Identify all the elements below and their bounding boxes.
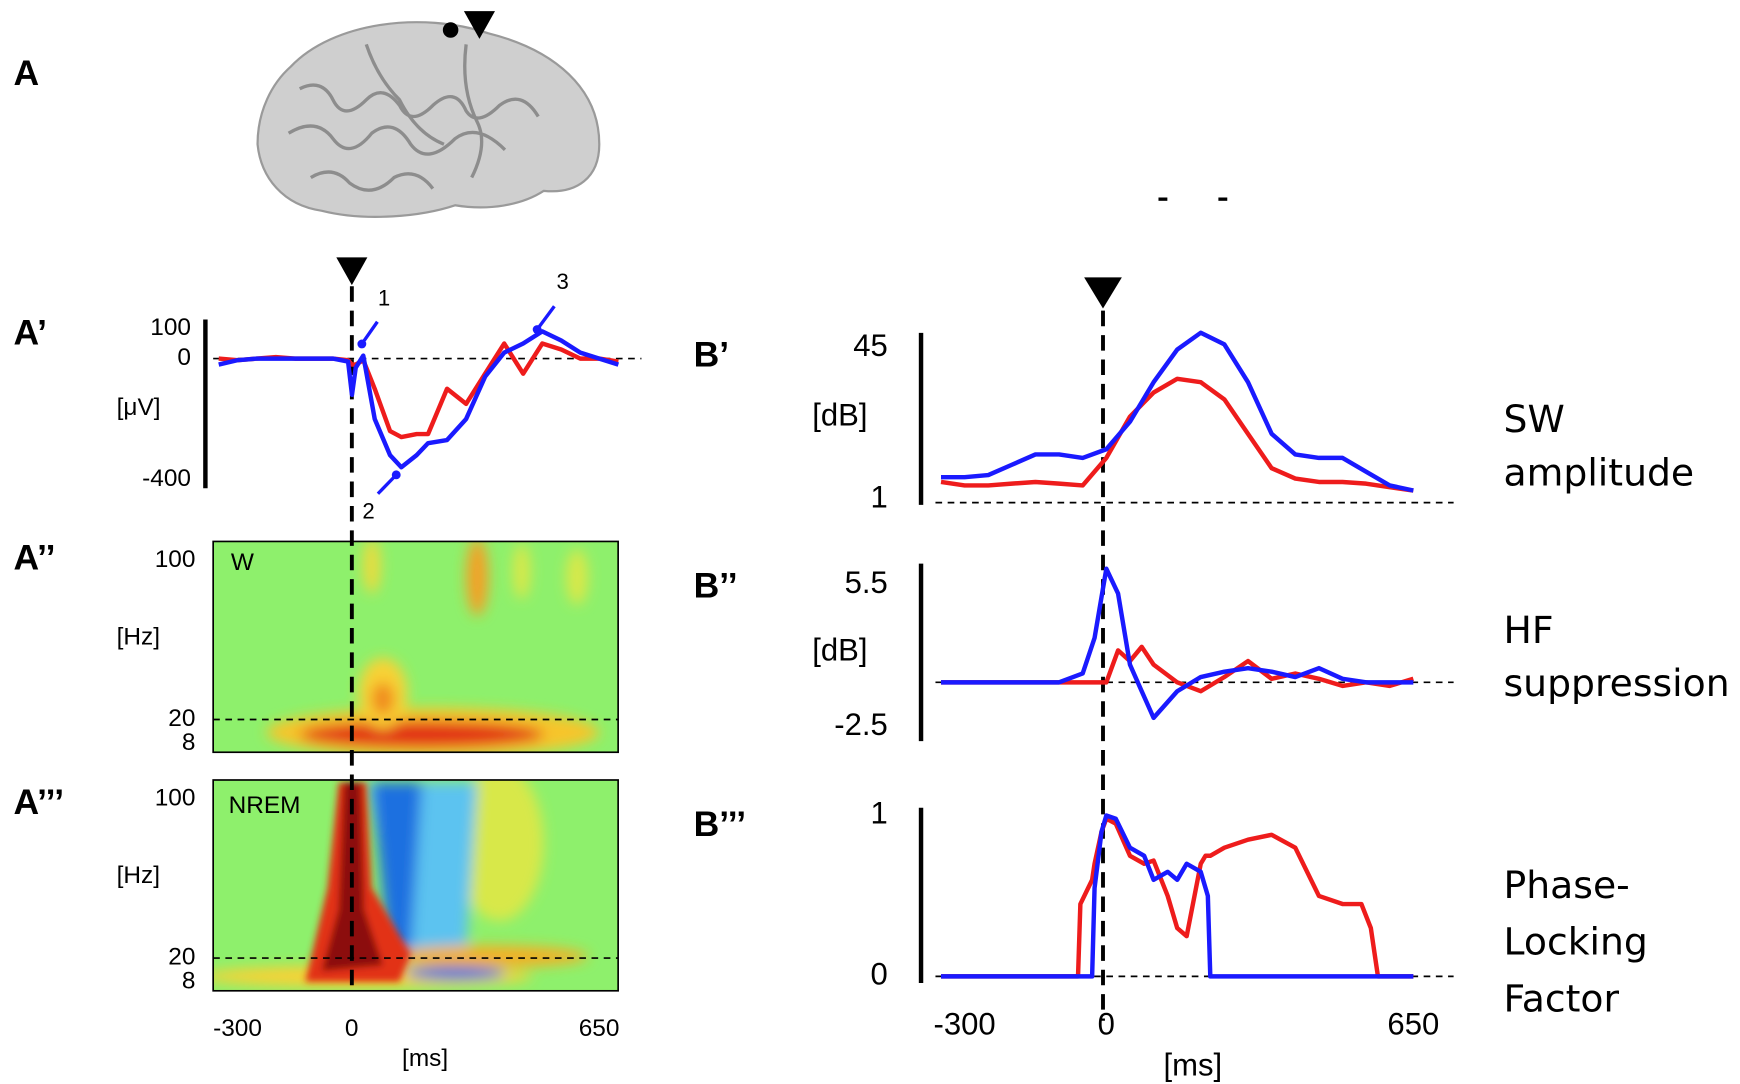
x-axis-label: [ms] [402, 1045, 448, 1072]
y-tick-label: 1 [870, 479, 887, 514]
series-line [941, 816, 1414, 979]
series-line [940, 376, 1414, 493]
series-line [941, 330, 1414, 493]
y-tick-label: 0 [870, 957, 887, 992]
panel-label: A’’’ [13, 782, 64, 822]
y-tick-label: 1 [870, 796, 887, 831]
annotation-arrow [535, 305, 556, 331]
panel-label: B’’’ [694, 804, 747, 844]
side-label: Factor [1504, 976, 1620, 1020]
side-label: amplitude [1504, 450, 1695, 494]
x-tick-label: 0 [345, 1015, 359, 1042]
annotation-arrowhead [357, 339, 367, 349]
x-axis-label: [ms] [1164, 1048, 1223, 1083]
heatmap-frame [212, 540, 619, 754]
panel-label: A’ [13, 312, 47, 352]
y-axis-label: [μV] [117, 394, 161, 421]
x-tick-label: 650 [1387, 1007, 1439, 1042]
annotation: 1 [378, 285, 390, 310]
panel-label: B’ [694, 335, 730, 375]
y-tick-label: 20 [168, 943, 195, 970]
annotation-arrowhead [391, 470, 401, 480]
x-tick-label: -300 [934, 1007, 996, 1042]
annotation: 3 [556, 269, 568, 294]
annotation: 2 [362, 498, 374, 523]
y-axis-label: [Hz] [117, 862, 160, 889]
y-tick-label: 0 [177, 344, 191, 371]
heatmap-label: NREM [229, 792, 301, 819]
annotation-arrow [360, 320, 379, 345]
y-tick-label: 100 [155, 784, 196, 811]
stimulus-marker [336, 257, 368, 286]
side-label: HF [1504, 608, 1554, 652]
panel-label: A’’ [13, 538, 55, 578]
y-tick-label: 20 [168, 705, 195, 732]
y-tick-label: 45 [853, 328, 888, 363]
heatmap-label: W [231, 549, 254, 576]
x-tick-label: 650 [579, 1015, 620, 1042]
panel-label: A [13, 53, 39, 93]
x-tick-label: 0 [1098, 1007, 1115, 1042]
y-axis-label: [dB] [812, 397, 867, 432]
panel-label: B’’ [694, 565, 738, 605]
y-tick-label: 100 [155, 546, 196, 573]
series-line [941, 566, 1414, 721]
y-tick-label: 100 [150, 314, 191, 341]
series-line [218, 329, 620, 470]
x-tick-label: -300 [213, 1015, 262, 1042]
heatmap-frame [212, 779, 619, 992]
y-axis-label: [Hz] [117, 623, 160, 650]
brain-image [256, 11, 1228, 218]
y-tick-label: 8 [182, 967, 196, 994]
annotation-arrowhead [532, 325, 542, 334]
y-tick-label: 8 [182, 729, 196, 756]
side-label: suppression [1504, 661, 1730, 705]
heatmap-w [213, 541, 619, 753]
y-tick-label: 5.5 [845, 565, 888, 600]
series-line [941, 813, 1414, 979]
side-label: Phase- [1504, 863, 1630, 907]
y-tick-label: -2.5 [834, 707, 888, 742]
y-axis-label: [dB] [812, 633, 867, 668]
stimulus-marker [1084, 277, 1122, 309]
side-label: Locking [1504, 920, 1648, 964]
y-tick-label: -400 [142, 465, 191, 492]
side-label: SW [1504, 397, 1565, 441]
